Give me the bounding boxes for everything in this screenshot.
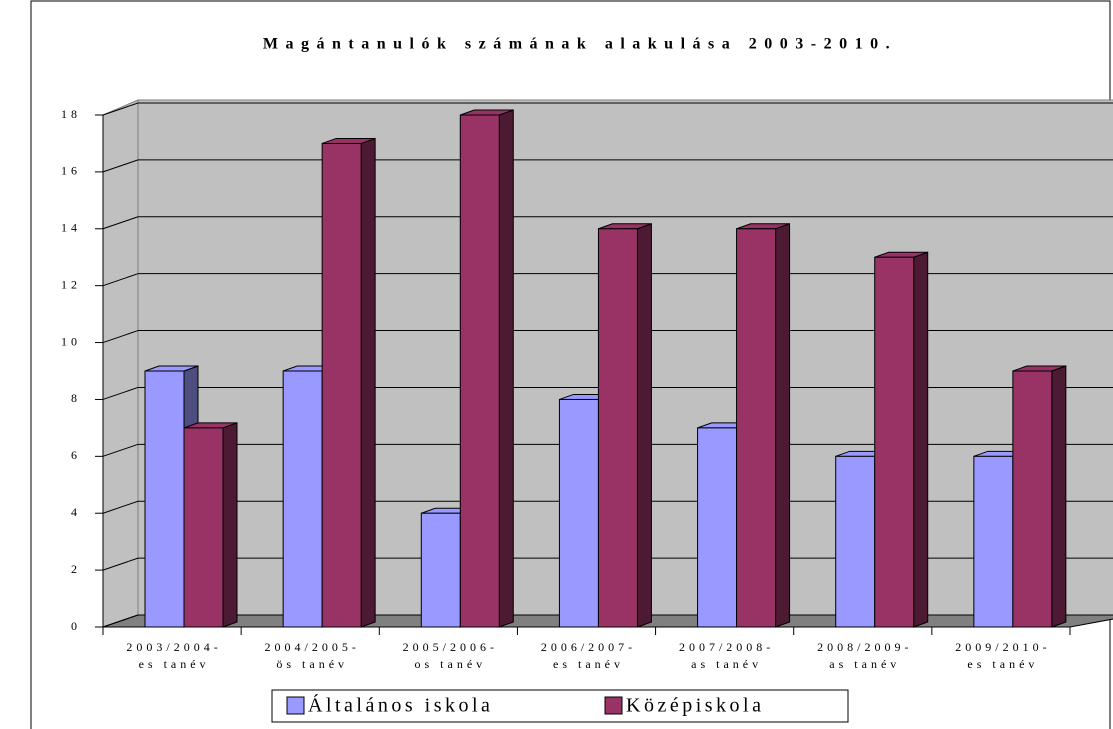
bar xyxy=(321,142,362,628)
legend xyxy=(271,689,849,723)
bar-side xyxy=(636,223,652,628)
bar xyxy=(459,114,500,628)
bar xyxy=(282,370,323,628)
grid-line-side xyxy=(102,216,139,230)
grid-line-side xyxy=(102,386,139,400)
legend-label: Általános iskola xyxy=(308,694,493,717)
y-tick-label: 16 xyxy=(61,164,81,178)
grid-line-side xyxy=(102,102,139,116)
grid-line-side xyxy=(102,614,139,628)
x-tick-label: 2004/2005- xyxy=(265,640,360,654)
grid-line-side xyxy=(102,159,139,173)
grid-line-side xyxy=(102,330,139,344)
x-tick-label: 2005/2006- xyxy=(403,640,498,654)
x-tick-label: os tanév xyxy=(415,657,487,671)
bar-side xyxy=(498,109,514,628)
x-tick-label: es tanév xyxy=(553,657,624,671)
bar-side xyxy=(222,422,238,628)
x-tick-label: es tanév xyxy=(967,657,1038,671)
x-tick-label: es tanév xyxy=(139,657,210,671)
x-tick-label: 2008/2009- xyxy=(817,640,912,654)
y-tick-label: 8 xyxy=(71,391,81,405)
bar xyxy=(835,455,876,628)
x-tick-label: as tanév xyxy=(691,657,762,671)
grid-line-side xyxy=(102,500,139,514)
y-tick-label: 18 xyxy=(61,107,81,121)
chart-title: Magántanulók számának alakulása 2003-201… xyxy=(263,36,897,53)
bar xyxy=(558,398,599,628)
bar-side xyxy=(360,137,376,628)
bar xyxy=(597,228,638,628)
x-tick-label: as tanév xyxy=(829,657,900,671)
bar xyxy=(144,370,185,628)
x-tick-label: 2003/2004- xyxy=(126,640,221,654)
x-tick-label: 2007/2008- xyxy=(679,640,774,654)
legend-swatch xyxy=(604,696,623,715)
x-tick-label: 2006/2007- xyxy=(541,640,636,654)
legend-swatch xyxy=(286,696,305,715)
grid-line-side xyxy=(102,557,139,571)
grid-line-side xyxy=(102,443,139,457)
bar xyxy=(874,256,915,628)
bar-side xyxy=(1051,365,1067,628)
y-tick-label: 12 xyxy=(61,277,81,291)
x-tick-label: ös tanév xyxy=(276,657,348,671)
y-tick-label: 4 xyxy=(71,505,81,519)
bar xyxy=(183,427,224,628)
grid-line-side xyxy=(102,273,139,287)
side-wall xyxy=(102,99,139,628)
bar xyxy=(420,512,461,628)
y-tick-label: 10 xyxy=(61,334,81,348)
x-tick-label: 2009/2010- xyxy=(955,640,1050,654)
bar-side xyxy=(913,251,929,628)
y-tick-label: 6 xyxy=(71,448,81,462)
bar-side xyxy=(775,223,791,628)
bar xyxy=(1012,370,1053,628)
bar xyxy=(697,427,738,628)
bar xyxy=(973,455,1014,628)
legend-label: Középiskola xyxy=(626,695,764,717)
y-tick-label: 14 xyxy=(61,221,81,235)
y-tick-label: 0 xyxy=(71,619,81,633)
y-tick-label: 2 xyxy=(71,562,81,576)
bar xyxy=(736,228,777,628)
